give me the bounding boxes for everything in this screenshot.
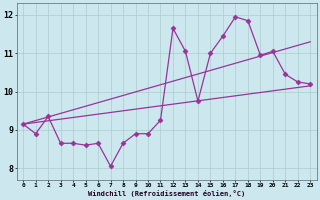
X-axis label: Windchill (Refroidissement éolien,°C): Windchill (Refroidissement éolien,°C) — [88, 190, 245, 197]
